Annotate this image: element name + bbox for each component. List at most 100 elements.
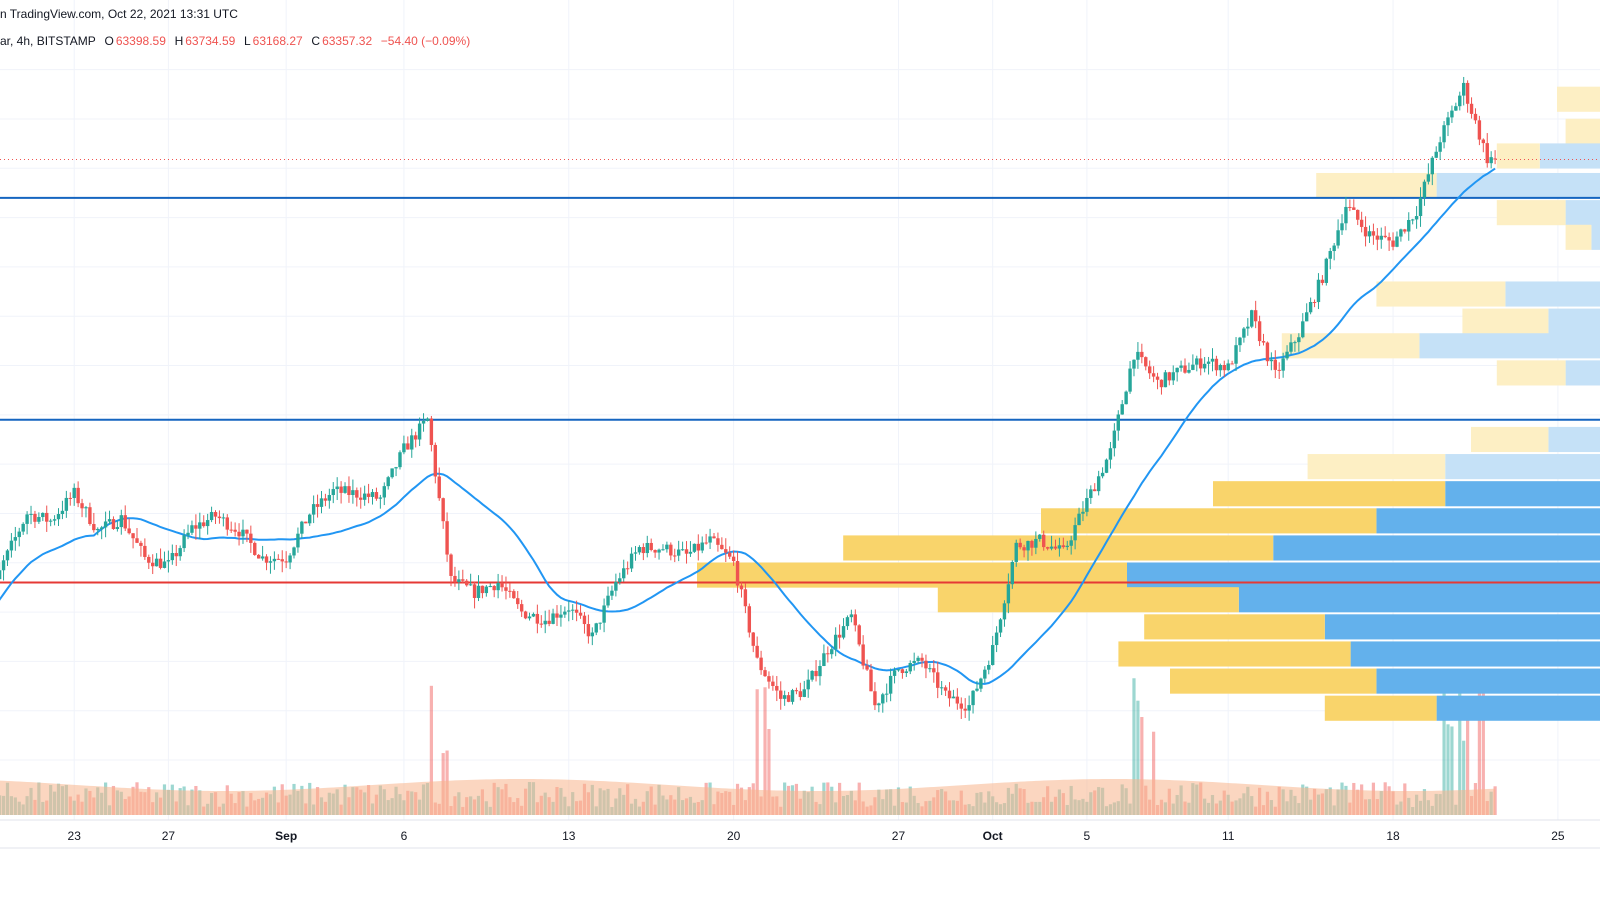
candle bbox=[311, 495, 316, 524]
candle-body bbox=[845, 617, 850, 627]
candle bbox=[1430, 156, 1434, 186]
candle bbox=[1238, 336, 1242, 352]
candle bbox=[1308, 297, 1313, 315]
candle-body bbox=[319, 498, 324, 507]
source-line: n TradingView.com, Oct 22, 2021 13:31 UT… bbox=[0, 7, 238, 21]
candle-body bbox=[1222, 365, 1226, 371]
candle-body bbox=[429, 418, 434, 445]
candle bbox=[1014, 539, 1018, 567]
candle bbox=[370, 489, 375, 505]
candle-body bbox=[382, 486, 386, 498]
candle bbox=[1383, 226, 1387, 239]
candle bbox=[1171, 365, 1175, 385]
candle-body bbox=[1383, 235, 1387, 238]
candle-body bbox=[1159, 379, 1164, 388]
candle bbox=[806, 669, 810, 698]
candle-body bbox=[684, 549, 689, 554]
candle bbox=[1250, 309, 1254, 329]
candle bbox=[327, 488, 332, 509]
candle bbox=[139, 540, 143, 557]
candle bbox=[127, 518, 131, 535]
candle bbox=[80, 498, 84, 518]
candle bbox=[1438, 136, 1442, 161]
volume-profile-up bbox=[1144, 614, 1325, 640]
candle bbox=[166, 550, 171, 573]
candle-body bbox=[743, 589, 748, 607]
candle-body bbox=[480, 585, 485, 594]
candle bbox=[618, 572, 622, 585]
candle bbox=[229, 521, 233, 533]
candle-body bbox=[637, 547, 642, 553]
candle-body bbox=[1120, 404, 1124, 415]
candle-body bbox=[818, 665, 822, 677]
candle-body bbox=[256, 554, 261, 559]
candle bbox=[649, 538, 653, 552]
candle-body bbox=[739, 585, 744, 590]
candle bbox=[822, 644, 826, 667]
volume-bar bbox=[767, 729, 771, 815]
volume-profile-up bbox=[1118, 641, 1351, 667]
candle bbox=[869, 663, 873, 692]
candle-body bbox=[119, 515, 124, 528]
ohlc-legend[interactable]: ar, 4h, BITSTAMP O 63398.59 H 63734.59 L 63… bbox=[0, 34, 472, 48]
candle-body bbox=[198, 522, 202, 529]
candle bbox=[673, 548, 677, 563]
candle-body bbox=[178, 548, 182, 557]
volume-profile-down bbox=[1238, 587, 1600, 613]
candle bbox=[410, 428, 414, 458]
candle bbox=[276, 554, 281, 560]
candle bbox=[249, 525, 253, 553]
volume-bar bbox=[1458, 691, 1462, 815]
candle bbox=[406, 436, 410, 450]
candle-body bbox=[217, 516, 222, 519]
candle-body bbox=[735, 561, 740, 586]
candle bbox=[468, 573, 473, 586]
candle-body bbox=[1022, 547, 1026, 551]
candle-body bbox=[410, 435, 414, 450]
candle-body bbox=[1030, 540, 1034, 548]
candle-body bbox=[123, 515, 127, 529]
candle bbox=[1367, 225, 1372, 243]
candle-body bbox=[1454, 106, 1458, 111]
candle bbox=[1387, 232, 1391, 251]
candle bbox=[547, 609, 551, 627]
candle bbox=[794, 687, 799, 695]
candle bbox=[1202, 357, 1207, 373]
candle-body bbox=[139, 542, 143, 546]
candle bbox=[1426, 163, 1431, 185]
candle-body bbox=[1344, 206, 1348, 224]
candle-body bbox=[9, 540, 14, 551]
candle bbox=[205, 513, 210, 535]
horizontal-levels[interactable] bbox=[0, 158, 1600, 584]
volume-profile-up bbox=[1213, 481, 1446, 507]
candle bbox=[217, 510, 222, 524]
candle-body bbox=[543, 620, 547, 625]
candle-body bbox=[669, 544, 673, 556]
candle bbox=[1328, 247, 1332, 270]
candle-body bbox=[1403, 229, 1407, 232]
candle-body bbox=[241, 529, 245, 537]
candle bbox=[633, 546, 638, 561]
candle bbox=[1297, 333, 1301, 352]
candle bbox=[1230, 360, 1234, 365]
candle bbox=[665, 541, 669, 553]
candle-body bbox=[661, 549, 665, 551]
candle-body bbox=[1422, 181, 1427, 198]
candle-body bbox=[1273, 359, 1277, 370]
candle-body bbox=[29, 513, 33, 515]
candle bbox=[1057, 537, 1062, 557]
candle-body bbox=[947, 690, 952, 699]
candle bbox=[527, 612, 532, 621]
candle bbox=[1049, 535, 1054, 551]
candle-body bbox=[1202, 363, 1207, 369]
candle-body bbox=[1458, 95, 1462, 107]
candle bbox=[983, 666, 987, 683]
candle bbox=[386, 475, 390, 490]
candle bbox=[700, 536, 704, 554]
candle-body bbox=[1053, 546, 1058, 549]
candle-body bbox=[504, 587, 508, 591]
candle bbox=[0, 562, 2, 580]
candle-body bbox=[578, 612, 583, 616]
high-key: H bbox=[174, 34, 184, 48]
